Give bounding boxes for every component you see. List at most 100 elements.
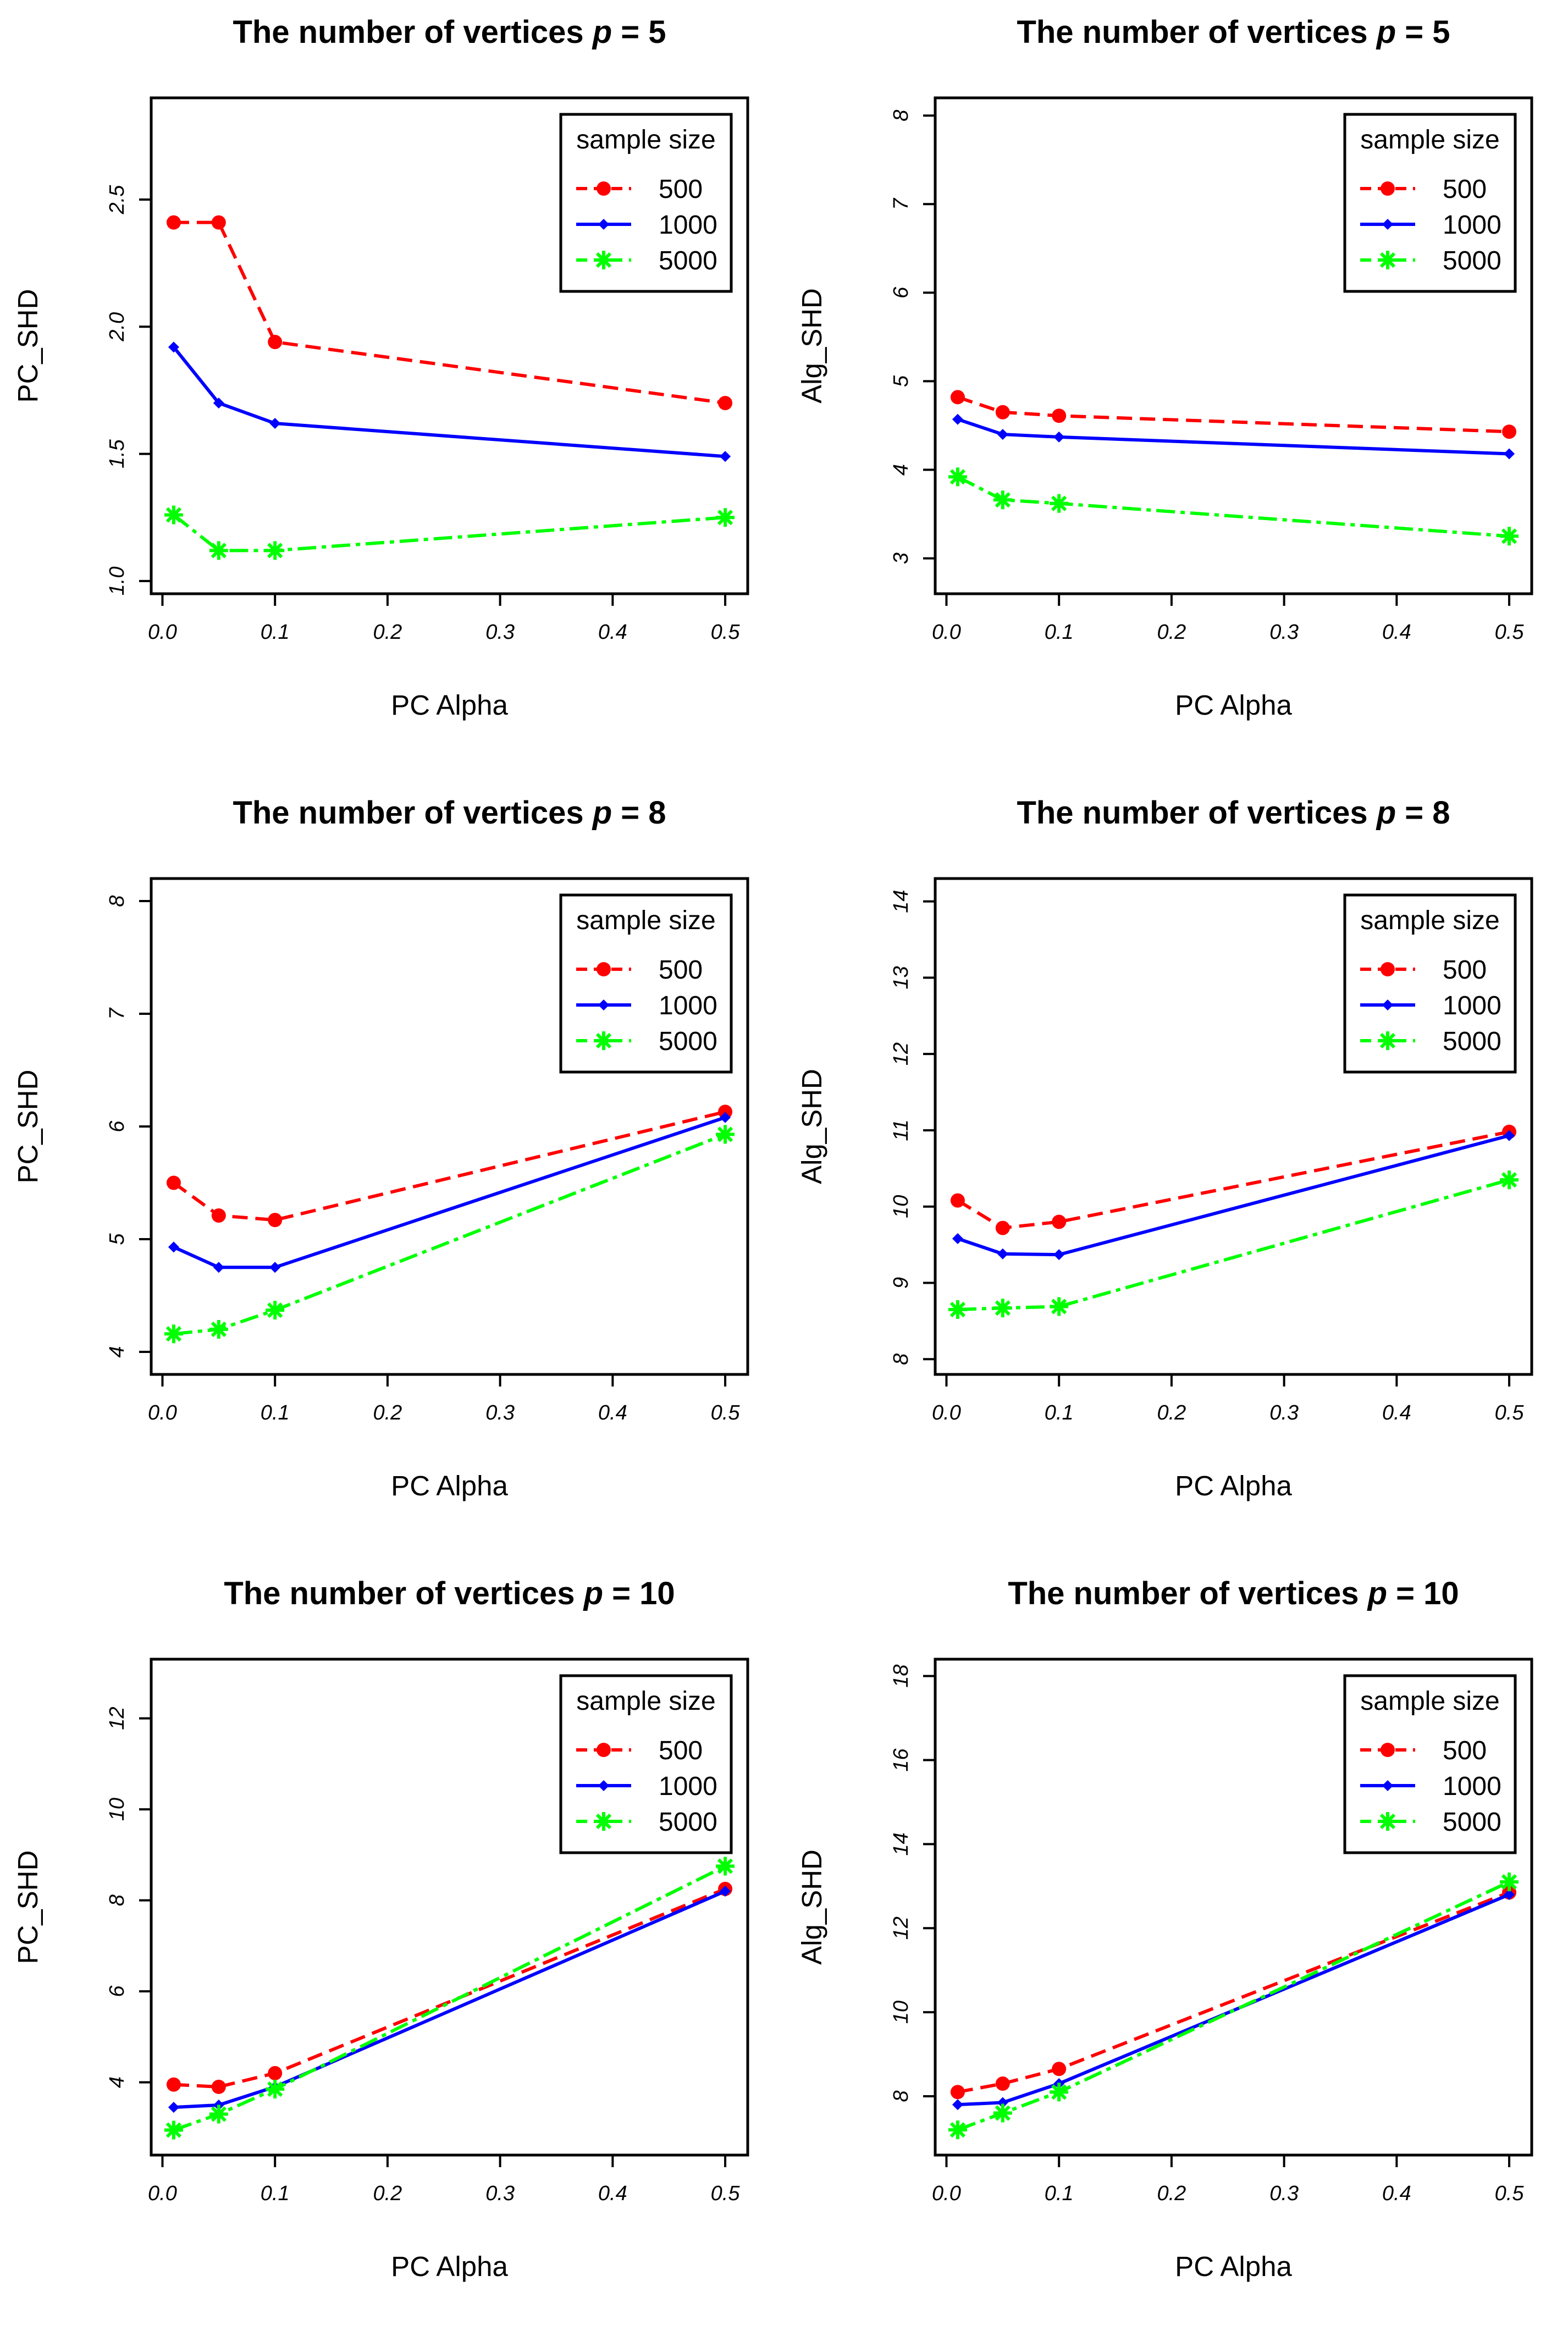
x-tick-label: 0.1 bbox=[1045, 621, 1074, 644]
data-point-5000 bbox=[1050, 1297, 1069, 1316]
x-tick-label: 0.0 bbox=[932, 1401, 961, 1424]
y-tick-label: 12 bbox=[890, 1916, 913, 1940]
x-tick-label: 0.2 bbox=[1157, 1401, 1186, 1424]
x-tick-label: 0.1 bbox=[1045, 1401, 1074, 1424]
x-tick-label: 0.3 bbox=[1269, 2182, 1299, 2205]
x-tick-label: 0.5 bbox=[1495, 2182, 1525, 2205]
legend-marker-5000 bbox=[1378, 1812, 1397, 1831]
legend-item-500: 500 bbox=[659, 1736, 703, 1765]
data-point-500 bbox=[950, 2085, 965, 2100]
plot-frame bbox=[934, 1658, 1533, 2157]
chart-panel-2: The number of vertices p = 5 0.0 0.1 0.2 0.3… bbox=[796, 14, 1533, 721]
x-tick-label: 0.2 bbox=[1157, 2182, 1186, 2205]
legend-marker-1000 bbox=[598, 999, 609, 1010]
series-line-500 bbox=[173, 1887, 726, 2089]
y-tick-label: 5 bbox=[106, 1233, 129, 1245]
x-axis-label: PC Alpha bbox=[391, 689, 508, 721]
legend-box bbox=[559, 113, 733, 293]
data-point-500 bbox=[950, 390, 965, 405]
data-point-500 bbox=[718, 396, 733, 411]
x-tick-label: 0.3 bbox=[485, 1401, 515, 1424]
legend: sample size 500 1000 5000 bbox=[559, 1674, 733, 1854]
series-500 bbox=[950, 1124, 1517, 1235]
data-point-500 bbox=[1502, 424, 1517, 439]
chart-title-symbol: p bbox=[583, 1576, 603, 1611]
series-5000 bbox=[948, 1170, 1519, 1319]
series-line-500 bbox=[957, 1891, 1510, 2094]
data-point-5000 bbox=[164, 1324, 183, 1344]
data-point-500 bbox=[995, 1220, 1010, 1235]
y-tick-label: 13 bbox=[890, 966, 913, 989]
chart-panel-3: The number of vertices p = 8 0.0 0.1 0.2 0.3… bbox=[12, 795, 749, 1501]
chart-title-value: = 8 bbox=[612, 795, 666, 831]
data-point-5000 bbox=[209, 541, 228, 560]
plot-frame bbox=[934, 96, 1533, 595]
series-line-5000 bbox=[173, 1864, 726, 2132]
legend-marker-5000 bbox=[1378, 1031, 1397, 1050]
legend-marker-1000 bbox=[598, 1780, 609, 1791]
y-tick-label: 4 bbox=[106, 1346, 129, 1357]
plot-frame bbox=[150, 96, 749, 595]
legend-item-1000: 1000 bbox=[659, 211, 717, 240]
chart-title-text: The number of vertices bbox=[1008, 1576, 1367, 1611]
series-line-5000 bbox=[173, 1133, 726, 1336]
data-point-5000 bbox=[1500, 1170, 1519, 1190]
data-point-1000 bbox=[168, 1241, 179, 1253]
x-tick-label: 0.2 bbox=[373, 2182, 402, 2205]
x-tick-label: 0.0 bbox=[932, 621, 961, 644]
x-tick-label: 0.5 bbox=[1495, 621, 1525, 644]
x-tick-label: 0.4 bbox=[1382, 1401, 1411, 1424]
data-point-5000 bbox=[716, 508, 735, 527]
data-point-5000 bbox=[948, 467, 967, 487]
data-point-5000 bbox=[266, 2080, 285, 2099]
legend-marker-500 bbox=[1381, 1743, 1395, 1757]
x-tick-label: 0.4 bbox=[1382, 621, 1411, 644]
series-line-1000 bbox=[173, 1890, 726, 2109]
y-tick-label: 2.5 bbox=[106, 185, 129, 215]
chart-title-symbol: p bbox=[1367, 1576, 1387, 1611]
data-point-5000 bbox=[164, 505, 183, 524]
x-axis-label: PC Alpha bbox=[391, 1470, 508, 1501]
series-line-5000 bbox=[957, 475, 1510, 538]
series-line-500 bbox=[957, 1130, 1510, 1230]
data-point-5000 bbox=[716, 1125, 735, 1144]
legend-box bbox=[1343, 893, 1517, 1074]
legend-title: sample size bbox=[1360, 906, 1499, 935]
chart-title-text: The number of vertices bbox=[1017, 14, 1376, 50]
y-axis-label: PC_SHD bbox=[12, 1070, 43, 1184]
x-tick-label: 0.3 bbox=[1269, 621, 1299, 644]
series-5000 bbox=[948, 467, 1519, 546]
y-tick-label: 3 bbox=[890, 553, 913, 564]
legend-marker-1000 bbox=[1382, 999, 1393, 1010]
chart-title: The number of vertices p = 5 bbox=[233, 14, 666, 50]
x-tick-label: 0.5 bbox=[711, 2182, 741, 2205]
legend-item-5000: 5000 bbox=[1443, 246, 1501, 275]
y-axis-label: PC_SHD bbox=[12, 1851, 43, 1964]
x-axis-label: PC Alpha bbox=[1175, 689, 1292, 721]
legend-item-500: 500 bbox=[1443, 1736, 1487, 1765]
series-line-500 bbox=[957, 395, 1510, 434]
chart-title-symbol: p bbox=[592, 795, 612, 831]
legend-marker-5000 bbox=[1378, 251, 1397, 269]
data-point-1000 bbox=[952, 413, 963, 425]
legend-title: sample size bbox=[576, 906, 715, 935]
y-tick-label: 6 bbox=[106, 1985, 129, 1997]
data-point-1000 bbox=[997, 2097, 1008, 2108]
legend-item-500: 500 bbox=[1443, 955, 1487, 985]
chart-title: The number of vertices p = 10 bbox=[1008, 1576, 1459, 1611]
series-line-500 bbox=[173, 220, 726, 405]
y-tick-label: 6 bbox=[106, 1120, 129, 1133]
chart-panel-6: The number of vertices p = 10 0.0 0.1 0.2 0.… bbox=[796, 1576, 1533, 2282]
x-tick-label: 0.4 bbox=[598, 621, 627, 644]
x-tick-label: 0.1 bbox=[261, 2182, 290, 2205]
legend-marker-500 bbox=[597, 962, 611, 976]
chart-title-text: The number of vertices bbox=[233, 14, 592, 50]
data-point-1000 bbox=[168, 2102, 179, 2113]
legend-item-5000: 5000 bbox=[659, 246, 717, 275]
chart-panel-1: The number of vertices p = 5 0.0 0.1 0.2 0.3… bbox=[12, 14, 749, 721]
data-point-1000 bbox=[720, 1886, 731, 1897]
x-axis-label: PC Alpha bbox=[1175, 1470, 1292, 1501]
series-500 bbox=[166, 215, 733, 411]
x-tick-label: 0.5 bbox=[1495, 1401, 1525, 1424]
x-tick-label: 0.0 bbox=[148, 2182, 177, 2205]
